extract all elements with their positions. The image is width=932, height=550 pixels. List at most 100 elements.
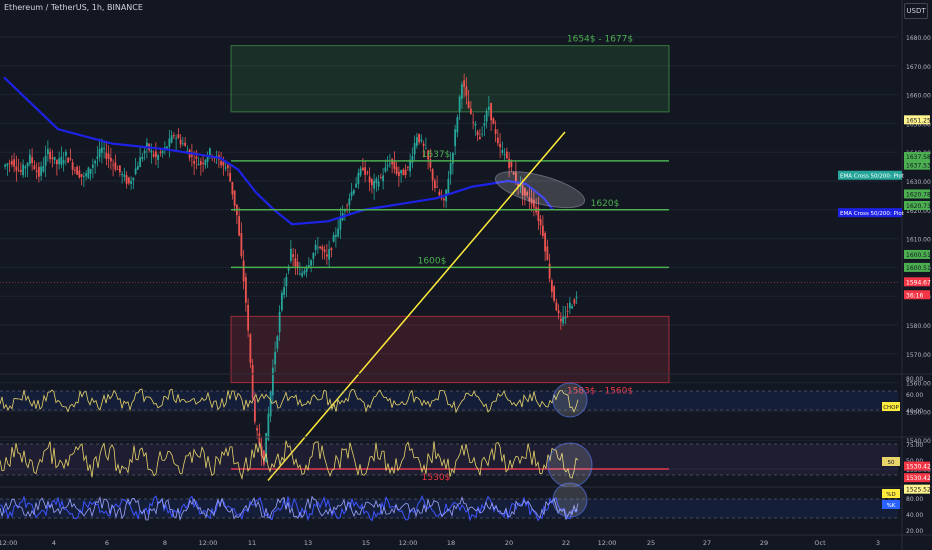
oscillator-tick: 80.00: [906, 376, 923, 383]
candle-body: [476, 131, 479, 136]
candle-body: [251, 364, 254, 399]
candle-body: [526, 191, 529, 196]
price-tick-label: 1670.00: [906, 64, 931, 71]
zone-label: 1583$ - 1560$: [567, 387, 633, 397]
candle-body: [454, 129, 457, 147]
oscillator-badge-text: 50: [888, 460, 895, 466]
oscillator-line: [0, 388, 579, 414]
candle-body: [321, 246, 324, 251]
candle-body: [274, 351, 277, 365]
price-tick-label: 1680.00: [906, 35, 931, 42]
zone-label: 1654$ - 1677$: [567, 35, 633, 45]
oscillator-band: [0, 391, 898, 410]
time-tick-label: 29: [760, 539, 768, 547]
candle-body: [512, 172, 515, 175]
candle-body: [348, 198, 351, 206]
candle-body: [339, 216, 342, 230]
candle-body: [568, 302, 571, 309]
oscillator-tick: 40.00: [906, 408, 923, 415]
candle-body: [460, 84, 463, 99]
candle-body: [87, 167, 90, 179]
candle-body: [393, 160, 396, 169]
oscillator-tick: 50.00: [906, 458, 923, 465]
candle-body: [163, 147, 166, 149]
candle-body: [467, 101, 470, 109]
candle-body: [523, 187, 526, 196]
candle-body: [334, 234, 337, 237]
oscillator-tick: 75.00: [906, 442, 923, 449]
candle-body: [442, 198, 445, 201]
candle-body: [305, 268, 308, 272]
candle-body: [26, 162, 29, 167]
candle-body: [80, 173, 83, 177]
oscillator-badge: [882, 457, 900, 466]
candle-body: [105, 152, 108, 159]
candle-body: [433, 180, 436, 189]
candle-body: [303, 270, 306, 274]
candle-body: [195, 156, 198, 159]
candle-body: [447, 178, 450, 194]
candle-body: [33, 165, 36, 169]
candle-body: [559, 318, 562, 322]
candle-body: [411, 156, 414, 163]
candle-body: [67, 157, 70, 163]
oscillator-panes: 80.0060.0040.00CHOP75.0050.0025.005080.0…: [0, 373, 932, 535]
candle-body: [280, 292, 283, 311]
ema-cross-highlight: [494, 171, 586, 209]
candle-body: [136, 166, 139, 170]
candle-body: [226, 164, 229, 168]
candle-body: [537, 207, 540, 222]
price-badge-text: 36:16: [906, 292, 923, 299]
oscillator-badge: [882, 500, 900, 509]
candle-body: [132, 177, 135, 181]
currency-button[interactable]: USDT: [904, 3, 928, 19]
oscillator-tick: 80.00: [906, 496, 923, 503]
oscillator-badge-text: CHOP: [883, 405, 899, 411]
candle-body: [562, 317, 565, 324]
candle-body: [181, 143, 184, 145]
time-tick-label: 6: [105, 539, 109, 547]
candle-body: [325, 254, 328, 257]
candle-body: [397, 171, 400, 177]
zone-box: [230, 45, 670, 113]
ema-label-text: EMA Cross 50/200: Plot: [840, 174, 905, 180]
candle-body: [510, 160, 513, 167]
price-tick-label: 1550.00: [906, 409, 931, 416]
candle-body: [485, 111, 488, 122]
candle-body: [499, 143, 502, 148]
candle-body: [541, 225, 544, 237]
candle-body: [431, 169, 434, 181]
candle-body: [40, 166, 43, 176]
candle-body: [301, 272, 304, 277]
candle-body: [69, 158, 72, 160]
time-tick-label: 22: [562, 539, 570, 547]
candle-body: [145, 142, 148, 148]
candle-body: [199, 161, 202, 165]
trendline-segment: [267, 131, 566, 482]
candle-body: [420, 139, 423, 142]
highlight-circle: [547, 442, 593, 488]
candle-body: [44, 155, 47, 166]
candle-body: [316, 247, 319, 249]
candle-body: [438, 191, 441, 196]
candle-body: [51, 157, 54, 159]
time-tick-label: 12:00: [199, 539, 218, 547]
candle-body: [519, 185, 522, 187]
candle-body: [244, 277, 247, 303]
price-badge-text: 1637.53: [906, 163, 931, 170]
candle-body: [388, 163, 391, 165]
candle-body: [240, 233, 243, 257]
candle-body: [307, 265, 310, 267]
candle-body: [289, 248, 292, 261]
price-badge-text: 1525.52: [906, 487, 931, 494]
candle-body: [424, 148, 427, 149]
candle-body: [350, 191, 353, 197]
candle-body: [544, 232, 547, 252]
ema-label-badge: [838, 208, 902, 218]
candle-body: [521, 184, 524, 196]
candle-body: [247, 304, 250, 331]
candle-body: [427, 150, 430, 160]
price-badge: [904, 160, 930, 170]
price-badge: [904, 200, 930, 210]
